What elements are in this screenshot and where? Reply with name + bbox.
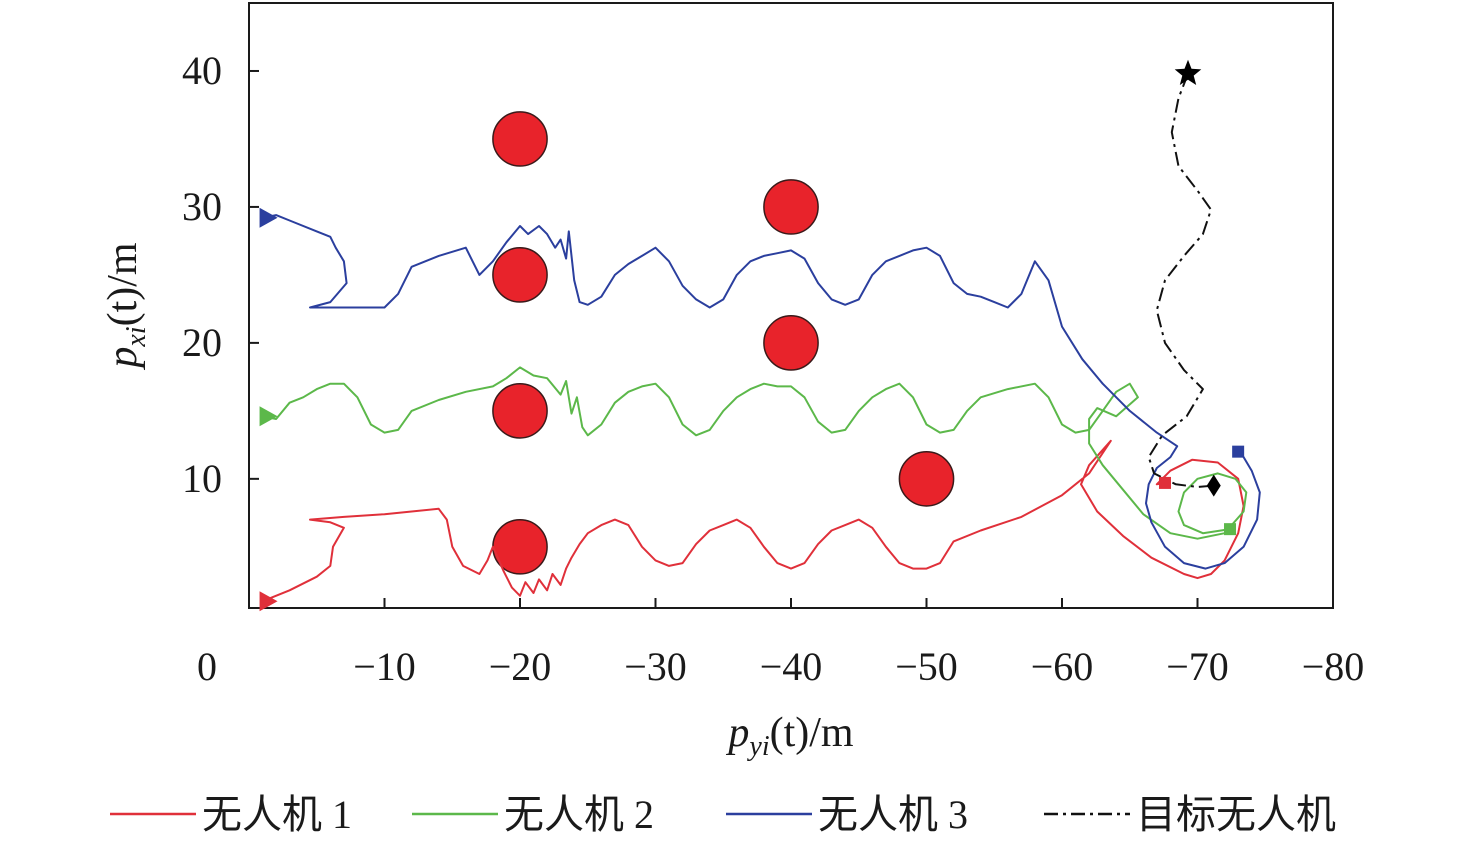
- y-tick-label: 40: [182, 48, 222, 93]
- y-tick-label: 10: [182, 456, 222, 501]
- x-tick-label: −80: [1302, 644, 1365, 689]
- x-tick-label: −30: [624, 644, 687, 689]
- start-marker-1: [259, 591, 278, 612]
- obstacle-layer: [492, 111, 955, 575]
- x-tick-label: −10: [353, 644, 416, 689]
- x-tick-label: −50: [895, 644, 958, 689]
- x-axis-title: pyi(t)/m: [725, 710, 854, 762]
- y-axis-ticks: 10 20 30 40: [182, 48, 259, 501]
- x-tick-label: −20: [489, 644, 552, 689]
- obstacle-circle: [898, 450, 955, 507]
- legend-label-uav-3: 无人机 3: [818, 792, 968, 837]
- x-tick-label: −40: [760, 644, 823, 689]
- end-marker-3: [1232, 445, 1245, 458]
- legend-item-uav-2: 无人机 2: [412, 792, 654, 837]
- legend: 无人机 1 无人机 2 无人机 3 目标无人机: [110, 792, 1336, 837]
- series-line-1: [262, 439, 1245, 603]
- target-start-star: [1174, 59, 1202, 85]
- y-tick-label: 30: [182, 184, 222, 229]
- series-line-2: [262, 366, 1248, 540]
- legend-label-target: 目标无人机: [1136, 792, 1336, 837]
- target-end-diamond: [1206, 474, 1221, 497]
- x-axis-ticks: 0 −10 −20 −30 −40 −50 −60 −70 −80: [197, 598, 1364, 689]
- x-tick-label: −60: [1031, 644, 1094, 689]
- legend-item-uav-3: 无人机 3: [726, 792, 968, 837]
- end-marker-1: [1158, 476, 1171, 489]
- legend-item-target: 目标无人机: [1044, 792, 1336, 837]
- legend-label-uav-1: 无人机 1: [202, 792, 352, 837]
- start-marker-3: [259, 207, 278, 228]
- y-axis-title: pxi(t)/m: [100, 242, 152, 371]
- x-tick-label: −70: [1166, 644, 1229, 689]
- series-line-4: [1147, 73, 1214, 488]
- start-marker-2: [259, 406, 278, 427]
- obstacle-circle: [763, 179, 819, 235]
- obstacle-circle: [763, 315, 819, 371]
- legend-label-uav-2: 无人机 2: [504, 792, 654, 837]
- obstacle-circle: [492, 111, 548, 167]
- obstacle-circle: [492, 247, 548, 303]
- plot-frame: [248, 2, 1334, 609]
- series-line-3: [262, 214, 1261, 570]
- end-marker-2: [1224, 523, 1237, 536]
- marker-layer: [259, 59, 1245, 612]
- legend-item-uav-1: 无人机 1: [110, 792, 352, 837]
- obstacle-circle: [492, 383, 548, 439]
- series-layer: [262, 73, 1261, 603]
- x-tick-label: 0: [197, 644, 217, 689]
- y-tick-label: 20: [182, 320, 222, 365]
